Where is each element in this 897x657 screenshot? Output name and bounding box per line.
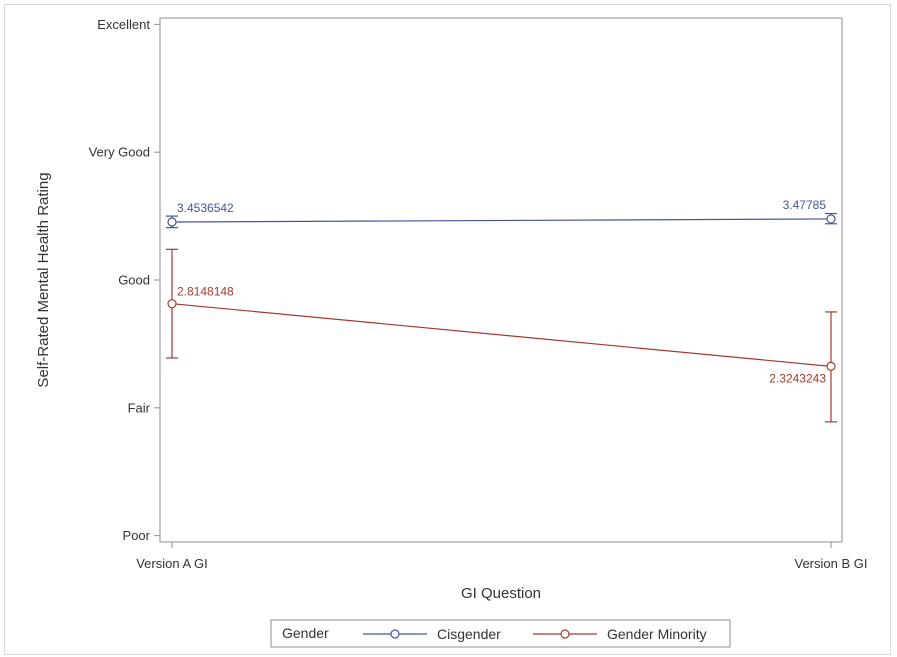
plot-area (159, 17, 843, 543)
data-point (826, 361, 836, 371)
series-gender-minority: 2.8148148 2.3243243 (166, 248, 837, 423)
y-axis-title: Self-Rated Mental Health Rating (35, 172, 52, 387)
legend-label: Gender Minority (607, 626, 707, 642)
legend-entry-cisgender: Cisgender (363, 626, 501, 642)
data-label: 2.8148148 (177, 285, 234, 299)
legend-label: Cisgender (437, 626, 501, 642)
data-point (826, 214, 836, 224)
y-axis: Poor Fair Good Very Good Excellent (89, 17, 160, 543)
x-tick-label: Version A GI (136, 556, 208, 571)
legend-marker (390, 629, 400, 639)
legend-title: Gender (282, 625, 329, 641)
series-line (171, 303, 832, 367)
data-point (167, 299, 177, 309)
legend-entry-gender-minority: Gender Minority (533, 626, 707, 642)
data-label: 3.47785 (783, 198, 827, 212)
series-cisgender: 3.4536542 3.47785 (166, 198, 837, 229)
x-axis-title: GI Question (461, 585, 541, 602)
y-tick-label: Good (118, 273, 150, 288)
legend-box (270, 619, 731, 648)
data-label: 2.3243243 (769, 371, 826, 385)
y-tick-label: Very Good (89, 145, 150, 160)
series-layer: 3.4536542 3.47785 2.8148148 2.3243243 (166, 198, 837, 423)
data-label: 3.4536542 (177, 201, 234, 215)
x-axis: Version A GI Version B GI (136, 542, 867, 571)
series-line (171, 218, 832, 223)
y-tick-label: Fair (128, 400, 151, 415)
y-tick-label: Excellent (97, 17, 150, 32)
y-tick-label: Poor (123, 528, 151, 543)
data-point (167, 217, 177, 227)
legend: Gender Cisgender Gender Minority (270, 619, 731, 648)
legend-marker (560, 629, 570, 639)
x-tick-label: Version B GI (795, 556, 868, 571)
